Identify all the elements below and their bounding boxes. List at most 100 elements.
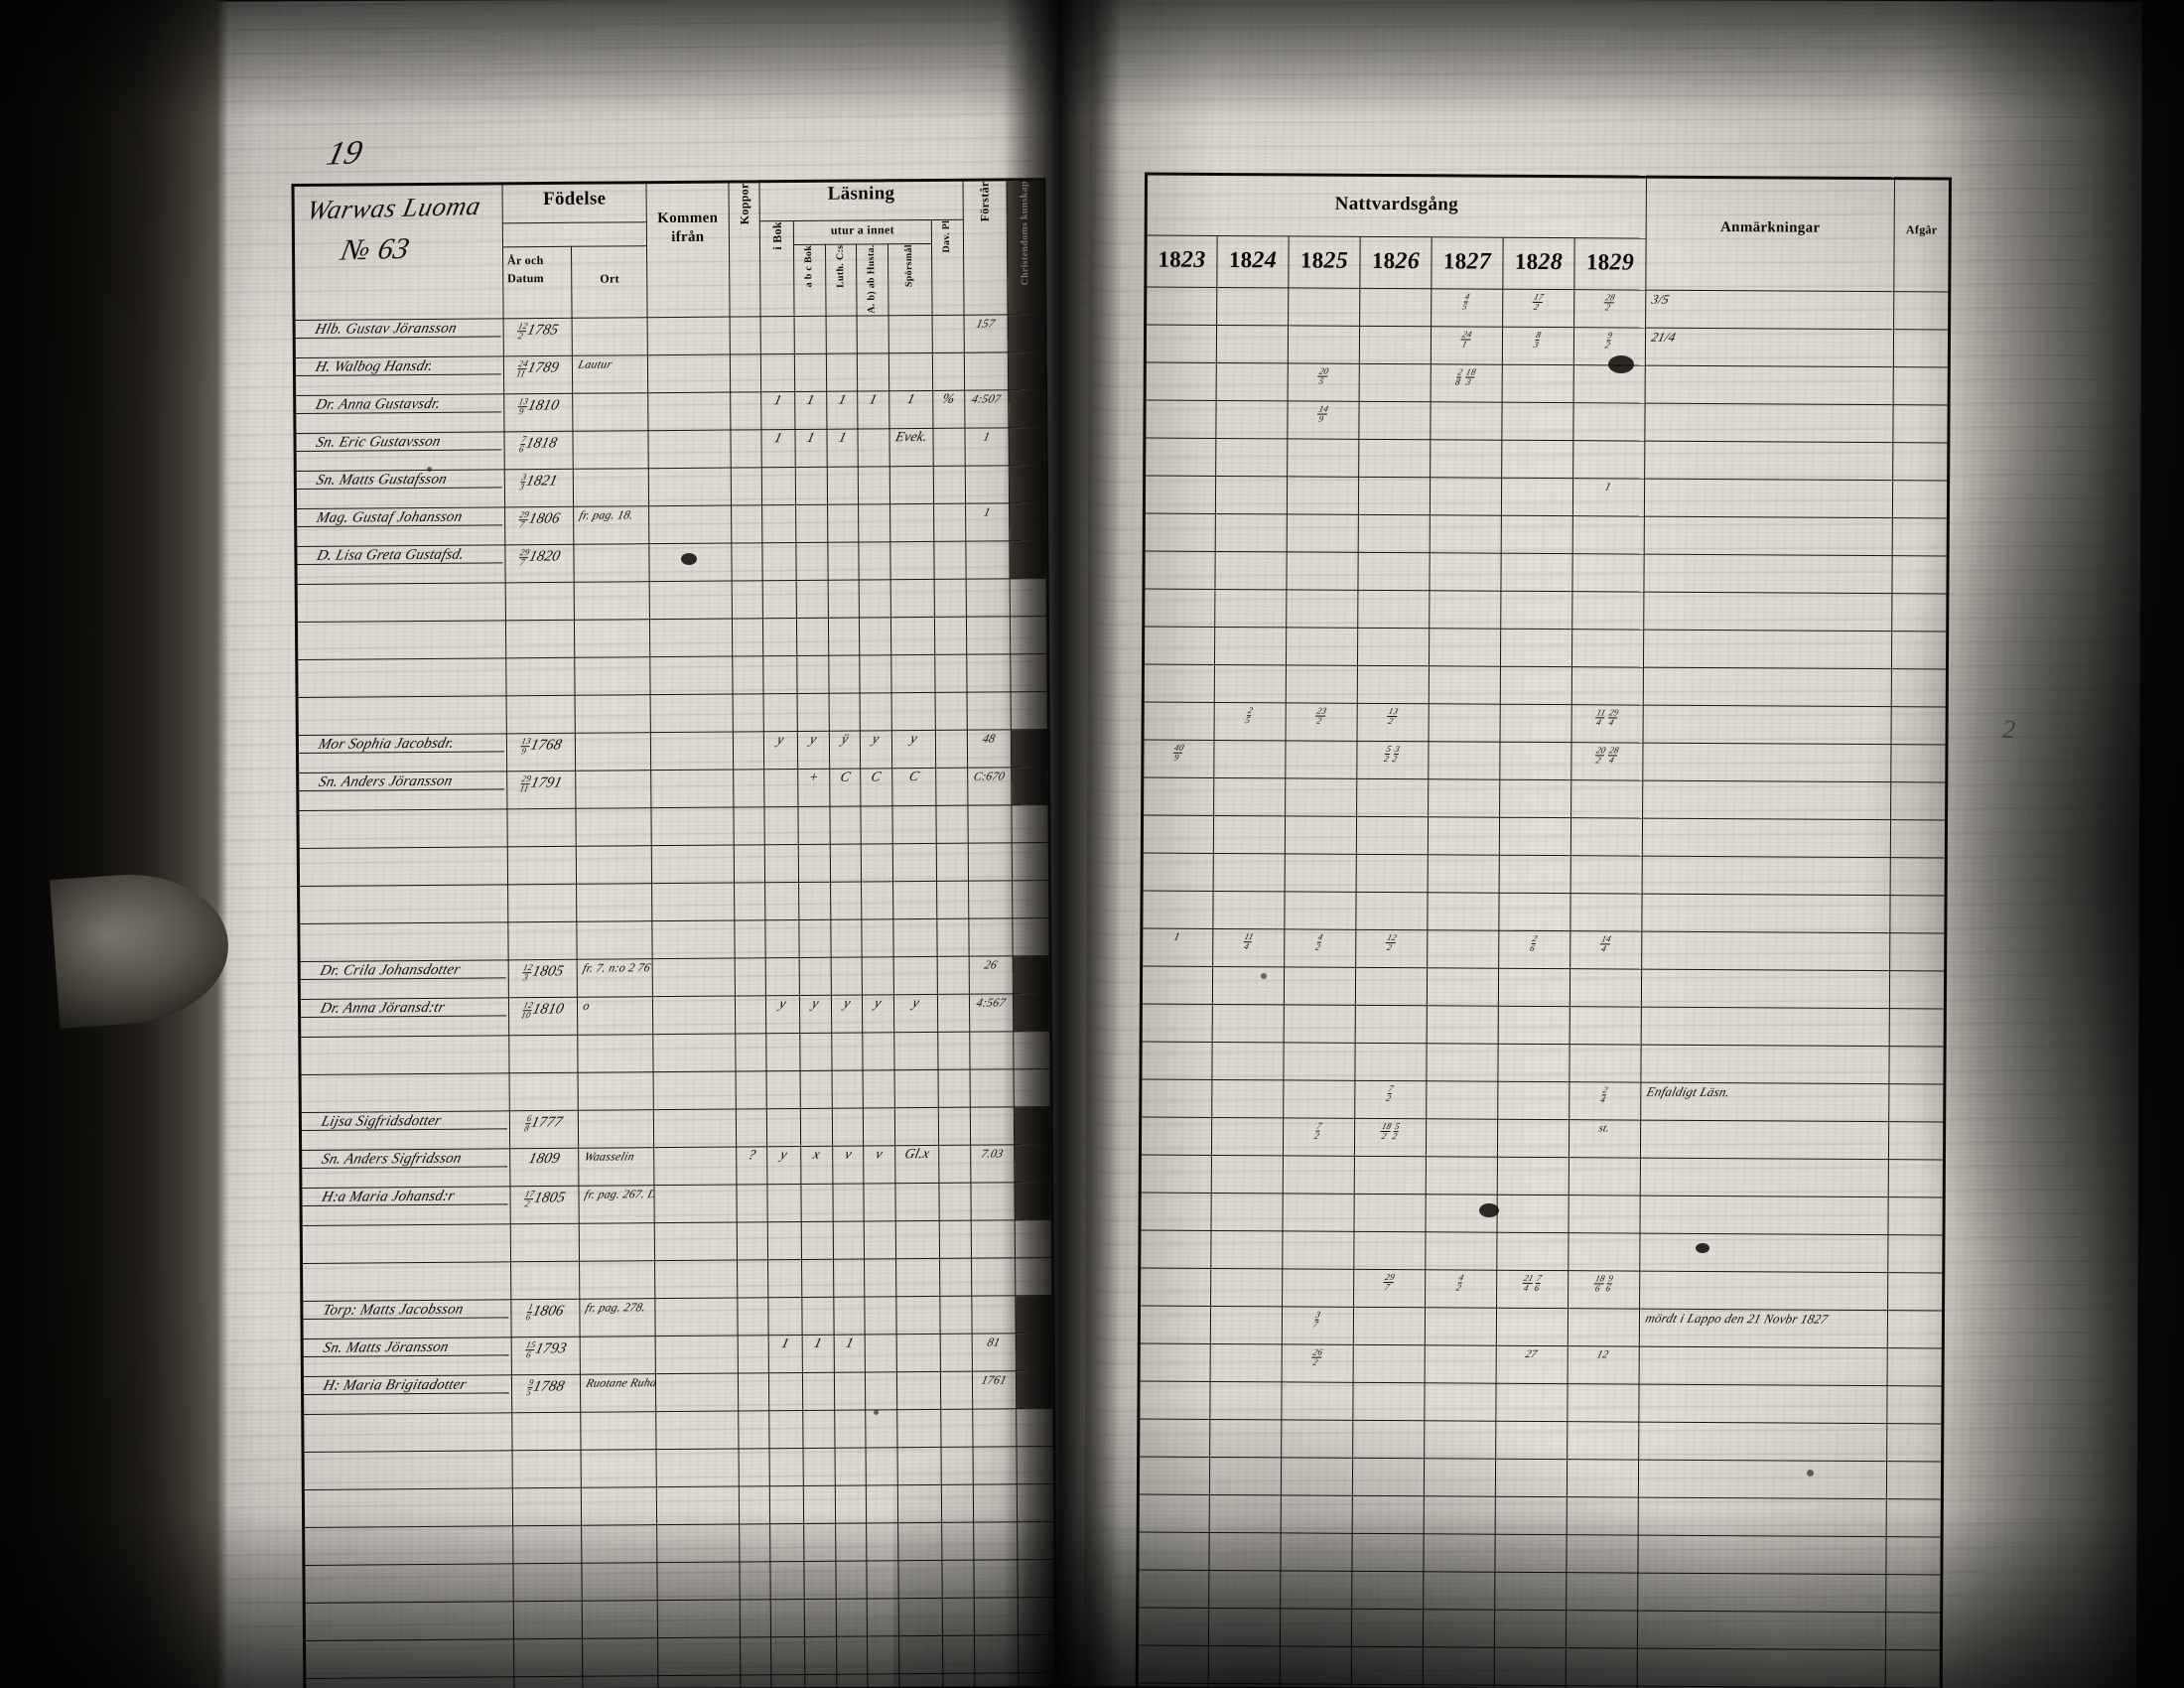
empty-cell xyxy=(1351,1646,1424,1685)
smallpox-mark xyxy=(738,1373,768,1375)
empty-cell xyxy=(575,656,651,696)
smallpox-cell xyxy=(732,731,764,771)
person-name-cell: Torp:+Sn. Matts Jöransson xyxy=(302,1336,512,1377)
communion-date xyxy=(1359,478,1431,481)
empty-cell xyxy=(657,1600,741,1638)
empty-cell xyxy=(575,694,651,734)
empty-cell xyxy=(1423,1571,1495,1611)
empty-cell xyxy=(803,1485,836,1524)
note-text xyxy=(1640,1347,1888,1351)
communion-cell-1829: st. xyxy=(1569,1119,1641,1159)
departed-cell xyxy=(1887,1272,1944,1311)
communion-cell-1823 xyxy=(1143,702,1215,741)
reading-mark-cell-2 xyxy=(831,1108,864,1147)
reading-mark-cell-0 xyxy=(761,467,796,505)
communion-date xyxy=(1286,741,1357,744)
empty-cell xyxy=(863,1069,895,1109)
reading-mark xyxy=(933,353,964,355)
note-text xyxy=(1641,1159,1889,1163)
empty-cell xyxy=(739,1599,771,1638)
birth-place xyxy=(579,1110,653,1113)
person-name: Lijsa Sigfridsdotter xyxy=(300,1111,510,1131)
communion-cell-1827 xyxy=(1426,1118,1498,1158)
empty-cell xyxy=(734,919,766,959)
reading-mark-cell-5 xyxy=(937,956,970,995)
empty-cell xyxy=(582,1524,658,1564)
communion-cell-1829 xyxy=(1570,968,1642,1008)
empty-cell xyxy=(897,1522,942,1561)
reading-mark-cell-2 xyxy=(833,1297,866,1336)
empty-cell xyxy=(508,1035,579,1073)
empty-cell xyxy=(298,921,508,962)
communion-cell-1828 xyxy=(1496,1308,1569,1346)
communion-cell-1825 xyxy=(1287,438,1359,478)
empty-cell xyxy=(859,654,891,694)
empty-cell xyxy=(866,1522,898,1562)
communion-cell-1827 xyxy=(1428,741,1501,780)
table-row-empty xyxy=(1137,1645,1942,1688)
notes-cell xyxy=(1644,403,1894,443)
empty-cell xyxy=(1638,1497,1887,1537)
communion-cell-1824 xyxy=(1211,1079,1284,1118)
reading-mark-cell-4 xyxy=(889,503,934,542)
empty-cell xyxy=(1499,779,1571,818)
empty-cell xyxy=(1643,630,1892,669)
communion-date xyxy=(1212,1156,1284,1159)
person-name-cell: Dr. Anna Jöransd:tr xyxy=(299,997,509,1038)
empty-cell xyxy=(507,921,578,960)
communion-date xyxy=(1427,1119,1498,1122)
reading-mark xyxy=(834,1373,865,1375)
communion-date xyxy=(1359,440,1431,443)
communion-date: 40 9 xyxy=(1172,742,1185,763)
person-name-cell: Hlb. Gustav Jöransson xyxy=(294,318,504,358)
reading-mark-cell-4 xyxy=(892,956,938,995)
smallpox-cell xyxy=(736,1184,768,1223)
moved-from xyxy=(655,1299,737,1302)
birth-place xyxy=(574,469,648,472)
communion-cell-1825 xyxy=(1285,740,1358,779)
empty-cell xyxy=(835,1523,868,1562)
birth-date-cell: 3 31821 xyxy=(504,469,574,507)
empty-cell xyxy=(937,1032,970,1070)
empty-cell xyxy=(895,1258,940,1297)
reading-mark xyxy=(896,1297,940,1299)
empty-cell xyxy=(1355,1005,1428,1044)
empty-cell xyxy=(765,1033,800,1071)
reading-mark-cell-1 xyxy=(802,1372,835,1411)
empty-cell xyxy=(898,1673,944,1688)
table-row-empty xyxy=(1139,1230,1945,1273)
empty-cell xyxy=(296,657,506,698)
communion-date: 23 2 xyxy=(1315,705,1328,726)
empty-cell xyxy=(764,919,800,958)
moved-from xyxy=(648,318,730,321)
reading-mark-cell-5 xyxy=(932,352,965,391)
empty-cell xyxy=(897,1560,943,1599)
person-name: Sn. Eric Gustavsson xyxy=(294,432,505,452)
empty-cell xyxy=(582,1600,658,1639)
reading-mark-cell-0: 1 xyxy=(761,429,796,468)
reading-mark xyxy=(859,542,889,544)
empty-cell xyxy=(942,1635,975,1674)
communion-date xyxy=(1431,515,1502,518)
empty-cell xyxy=(1208,1570,1281,1609)
birth-place-cell xyxy=(575,732,651,772)
note-text xyxy=(1645,480,1893,484)
empty-cell xyxy=(1138,1381,1211,1420)
table-row: 3 7 mördt i Lappo den 21 Novbr 1827 xyxy=(1139,1306,1944,1348)
reading-mark xyxy=(760,317,793,319)
person-name: Hlb. Gustav Jöransson xyxy=(294,319,504,339)
empty-cell xyxy=(738,1485,770,1525)
table-row-empty xyxy=(296,616,1048,660)
smallpox-header: Koppor xyxy=(728,181,761,318)
empty-cell xyxy=(1641,894,1891,933)
empty-cell xyxy=(582,1637,659,1677)
birth-place-cell: fr. pag. 18. xyxy=(573,505,650,545)
empty-cell xyxy=(796,580,828,619)
birth-place-cell: fr. pag. 267. Dabra. xyxy=(579,1185,655,1224)
reading-hustavla-header: A. b) ab Husta. xyxy=(856,243,888,317)
